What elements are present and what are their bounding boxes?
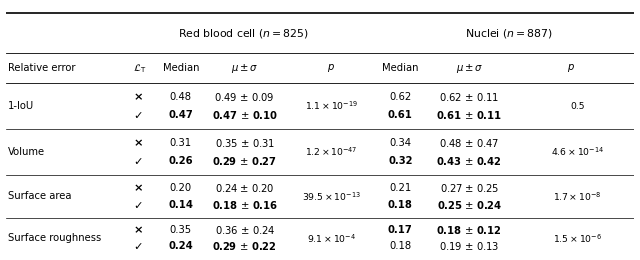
Text: 0.36 $\pm$ 0.24: 0.36 $\pm$ 0.24	[214, 224, 275, 236]
Text: Median: Median	[163, 63, 199, 73]
Text: 1-IoU: 1-IoU	[8, 101, 34, 111]
Text: $1.7 \times 10^{-8}$: $1.7 \times 10^{-8}$	[553, 190, 602, 203]
Text: $p$: $p$	[327, 62, 335, 74]
Text: 0.26: 0.26	[168, 156, 193, 166]
Text: $1.5 \times 10^{-6}$: $1.5 \times 10^{-6}$	[552, 232, 602, 245]
Text: 0.21: 0.21	[389, 183, 412, 193]
Text: 0.62: 0.62	[389, 92, 412, 102]
Text: 0.29 $\pm$ 0.27: 0.29 $\pm$ 0.27	[212, 155, 277, 167]
Text: 0.27 $\pm$ 0.25: 0.27 $\pm$ 0.25	[440, 182, 499, 194]
Text: 0.32: 0.32	[388, 156, 413, 166]
Text: $39.5 \times 10^{-13}$: $39.5 \times 10^{-13}$	[302, 190, 361, 203]
Text: $p$: $p$	[567, 62, 575, 74]
Text: 0.61: 0.61	[388, 110, 413, 120]
Text: 0.47 $\pm$ 0.10: 0.47 $\pm$ 0.10	[212, 109, 278, 121]
Text: 0.49 $\pm$ 0.09: 0.49 $\pm$ 0.09	[214, 91, 275, 103]
Text: $4.6 \times 10^{-14}$: $4.6 \times 10^{-14}$	[550, 146, 604, 158]
Text: $\checkmark$: $\checkmark$	[133, 156, 143, 166]
Text: 0.18: 0.18	[389, 242, 412, 251]
Text: $\mu \pm \sigma$: $\mu \pm \sigma$	[231, 62, 259, 75]
Text: Surface area: Surface area	[8, 192, 71, 202]
Text: $9.1 \times 10^{-4}$: $9.1 \times 10^{-4}$	[307, 232, 356, 245]
Text: 0.17: 0.17	[388, 225, 413, 235]
Text: $\boldsymbol{\times}$: $\boldsymbol{\times}$	[133, 138, 143, 148]
Text: 0.18 $\pm$ 0.12: 0.18 $\pm$ 0.12	[436, 224, 502, 236]
Text: $\checkmark$: $\checkmark$	[133, 242, 143, 251]
Text: 0.24 $\pm$ 0.20: 0.24 $\pm$ 0.20	[215, 182, 275, 194]
Text: Median: Median	[382, 63, 419, 73]
Text: $1.2 \times 10^{-47}$: $1.2 \times 10^{-47}$	[305, 146, 358, 158]
Text: 0.35: 0.35	[170, 225, 192, 235]
Text: $\mathcal{L}_{\mathrm{T}}$: $\mathcal{L}_{\mathrm{T}}$	[133, 62, 147, 75]
Text: 0.31: 0.31	[170, 138, 192, 148]
Text: $\checkmark$: $\checkmark$	[133, 110, 143, 120]
Text: Relative error: Relative error	[8, 63, 75, 73]
Text: Nuclei ($n = 887$): Nuclei ($n = 887$)	[465, 27, 553, 40]
Text: 0.18 $\pm$ 0.16: 0.18 $\pm$ 0.16	[212, 199, 278, 211]
Text: 0.48: 0.48	[170, 92, 192, 102]
Text: 0.43 $\pm$ 0.42: 0.43 $\pm$ 0.42	[436, 155, 502, 167]
Text: 0.25 $\pm$ 0.24: 0.25 $\pm$ 0.24	[436, 199, 502, 211]
Text: $\boldsymbol{\times}$: $\boldsymbol{\times}$	[133, 92, 143, 102]
Text: 0.18: 0.18	[388, 200, 413, 210]
Text: 0.62 $\pm$ 0.11: 0.62 $\pm$ 0.11	[439, 91, 499, 103]
Text: $\boldsymbol{\times}$: $\boldsymbol{\times}$	[133, 225, 143, 236]
Text: 0.35 $\pm$ 0.31: 0.35 $\pm$ 0.31	[214, 137, 275, 149]
Text: 0.48 $\pm$ 0.47: 0.48 $\pm$ 0.47	[439, 137, 499, 149]
Text: Surface roughness: Surface roughness	[8, 233, 101, 243]
Text: $1.1 \times 10^{-19}$: $1.1 \times 10^{-19}$	[305, 100, 358, 112]
Text: 0.24: 0.24	[168, 242, 193, 251]
Text: 0.14: 0.14	[168, 200, 193, 210]
Text: 0.47: 0.47	[168, 110, 193, 120]
Text: 0.29 $\pm$ 0.22: 0.29 $\pm$ 0.22	[212, 240, 277, 252]
Text: $\boldsymbol{\times}$: $\boldsymbol{\times}$	[133, 183, 143, 193]
Text: $\mu \pm \sigma$: $\mu \pm \sigma$	[456, 62, 483, 75]
Text: 0.61 $\pm$ 0.11: 0.61 $\pm$ 0.11	[436, 109, 502, 121]
Text: 0.5: 0.5	[570, 102, 584, 111]
Text: $\checkmark$: $\checkmark$	[133, 200, 143, 210]
Text: Red blood cell ($n = 825$): Red blood cell ($n = 825$)	[178, 27, 309, 40]
Text: 0.34: 0.34	[389, 138, 412, 148]
Text: Volume: Volume	[8, 147, 45, 157]
Text: 0.20: 0.20	[170, 183, 192, 193]
Text: 0.19 $\pm$ 0.13: 0.19 $\pm$ 0.13	[439, 240, 499, 252]
